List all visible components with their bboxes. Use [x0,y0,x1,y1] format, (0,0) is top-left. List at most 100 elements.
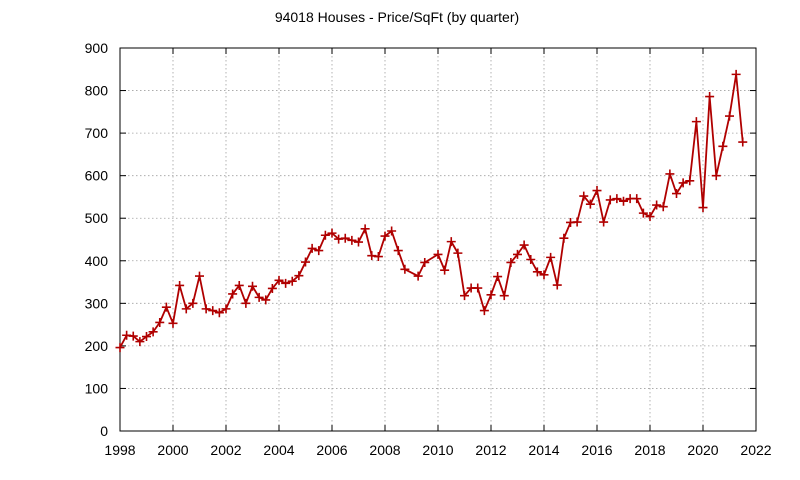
data-point [652,200,662,210]
y-tick-label: 200 [85,338,109,354]
x-tick-label: 2018 [634,442,665,458]
y-tick-label: 600 [85,168,109,184]
x-tick-label: 2020 [687,442,718,458]
data-point [261,295,271,305]
y-tick-label: 300 [85,295,109,311]
data-point [539,270,549,280]
data-point [360,224,370,234]
data-point [493,272,503,282]
x-tick-label: 2008 [369,442,400,458]
data-point [340,233,350,243]
x-tick-label: 2022 [740,442,771,458]
data-point [327,228,337,238]
data-point [592,186,602,196]
data-point [638,208,648,218]
data-point [460,291,469,301]
data-point [208,306,218,316]
data-point [513,249,522,259]
y-tick-label: 100 [85,380,109,396]
data-point [499,291,509,301]
data-point [479,306,489,316]
data-point [294,271,304,281]
data-point [128,331,138,341]
data-point [519,240,529,250]
data-point [705,92,715,102]
data-point [214,308,224,318]
data-point [161,302,171,312]
x-tick-label: 2004 [263,442,294,458]
x-tick-label: 2000 [157,442,188,458]
y-tick-label: 0 [100,423,108,439]
data-point [619,196,628,206]
x-tick-label: 2012 [475,442,506,458]
x-tick-label: 2014 [528,442,559,458]
data-point [400,264,410,274]
data-point [585,199,595,209]
data-point [453,248,463,258]
data-point [142,332,151,342]
y-tick-label: 900 [85,40,109,56]
data-point [175,280,185,290]
data-point [698,203,708,213]
data-point [552,280,562,290]
y-tick-label: 400 [85,253,109,269]
grid-lines [120,48,756,431]
data-point [711,171,721,181]
data-point [314,246,324,256]
data-point [334,234,344,244]
y-tick-label: 800 [85,83,109,99]
data-point [274,275,284,285]
data-point [685,176,695,186]
data-point [672,189,681,199]
data-point [413,271,423,281]
data-point [632,194,642,204]
data-point [221,304,231,314]
data-point [320,230,330,240]
data-point [393,246,403,256]
data-point [115,343,125,353]
data-point [605,195,615,205]
data-point [228,289,238,299]
data-point [546,252,556,262]
data-point [367,251,377,261]
data-point [267,283,277,293]
data-point [572,217,582,227]
data-point [234,280,244,290]
data-point [420,257,430,267]
data-point [195,271,204,281]
data-point [486,290,496,300]
data-point [532,267,542,277]
data-point [281,278,291,288]
data-point [122,330,132,340]
data-point [248,281,257,291]
data-point [473,283,483,293]
data-point [301,257,310,267]
data-point [678,178,688,188]
data-point [691,117,701,127]
axes: 0 100 200 300 400 500 600 700 800 900 1998 2000 2002… [85,40,772,458]
data-point [718,141,728,151]
data-point [658,202,668,212]
data-point [254,292,264,302]
data-point [354,237,363,247]
x-tick-label: 1998 [104,442,135,458]
data-series [115,69,748,353]
data-point [201,304,211,314]
data-point [725,111,734,121]
data-point [433,249,443,259]
data-point [446,237,456,247]
data-point [287,276,297,286]
data-point [506,257,516,267]
data-point [380,231,390,241]
data-point [241,298,251,308]
data-point [168,318,178,328]
chart-title: 94018 Houses - Price/SqFt (by quarter) [275,9,519,25]
data-point [645,212,655,222]
x-tick-label: 2002 [210,442,241,458]
y-tick-label: 700 [85,125,109,141]
data-point [731,69,741,79]
data-point [155,317,165,327]
data-point [665,169,675,179]
y-tick-label: 500 [85,210,109,226]
